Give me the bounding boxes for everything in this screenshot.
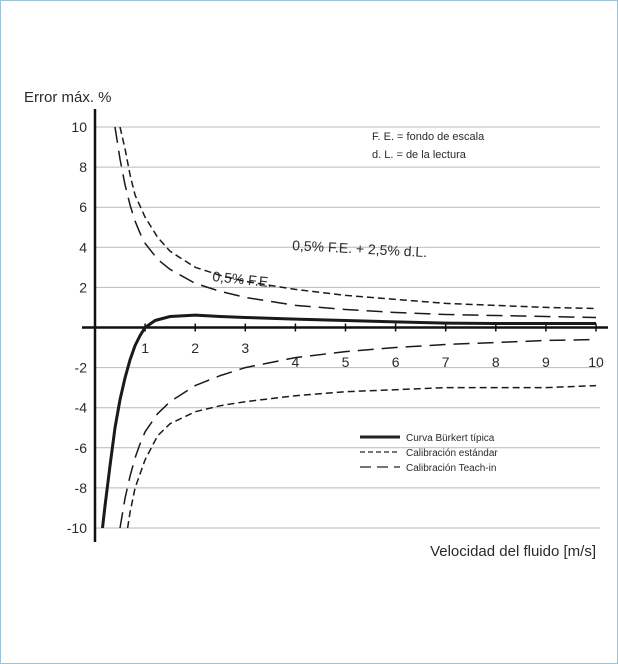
x-axis-label: Velocidad del fluido [m/s] xyxy=(430,543,596,560)
y-tick-label: -8 xyxy=(75,480,88,496)
note-dl: d. L. = de la lectura xyxy=(372,149,467,161)
series-line-long-dash-3 xyxy=(114,126,597,319)
annotation-teachin: 0,5% F.E. xyxy=(212,268,273,290)
x-tick-label: 9 xyxy=(542,354,550,370)
x-tick-label: 3 xyxy=(241,340,249,356)
x-tick-label: 6 xyxy=(392,354,400,370)
legend-label-standard: Calibración estándar xyxy=(406,448,498,459)
series-line-long-dash-4 xyxy=(119,338,597,529)
y-tick-label: -6 xyxy=(75,440,88,456)
x-tick-label: 7 xyxy=(442,354,450,370)
y-tick-label: 4 xyxy=(79,239,87,255)
chart-title: Error máx. % xyxy=(24,89,112,106)
x-tick-label: 10 xyxy=(588,354,604,370)
x-tick-label: 5 xyxy=(342,354,350,370)
note-fe: F. E. = fondo de escala xyxy=(372,131,485,143)
y-tick-label: 2 xyxy=(79,279,87,295)
y-tick-label: -4 xyxy=(75,400,88,416)
y-tick-label: -2 xyxy=(75,360,88,376)
y-tick-label: 8 xyxy=(79,159,87,175)
y-tick-label: 6 xyxy=(79,199,87,215)
x-tick-label: 4 xyxy=(292,354,300,370)
legend-label-teachin: Calibración Teach-in xyxy=(406,463,496,474)
y-tick-label: 10 xyxy=(71,119,87,135)
series-line-dashed-2 xyxy=(126,384,597,529)
series-line-solid-0 xyxy=(101,313,596,529)
x-tick-label: 1 xyxy=(141,340,149,356)
legend: Curva Bürkert típica Calibración estánda… xyxy=(360,433,498,474)
x-tick-label: 2 xyxy=(191,340,199,356)
series-line-dashed-1 xyxy=(119,126,597,310)
x-tick-label: 8 xyxy=(492,354,500,370)
y-tick-label: -10 xyxy=(67,520,87,536)
legend-label-burkert: Curva Bürkert típica xyxy=(406,433,495,444)
annotation-standard: 0,5% F.E. + 2,5% d.L. xyxy=(292,237,428,260)
